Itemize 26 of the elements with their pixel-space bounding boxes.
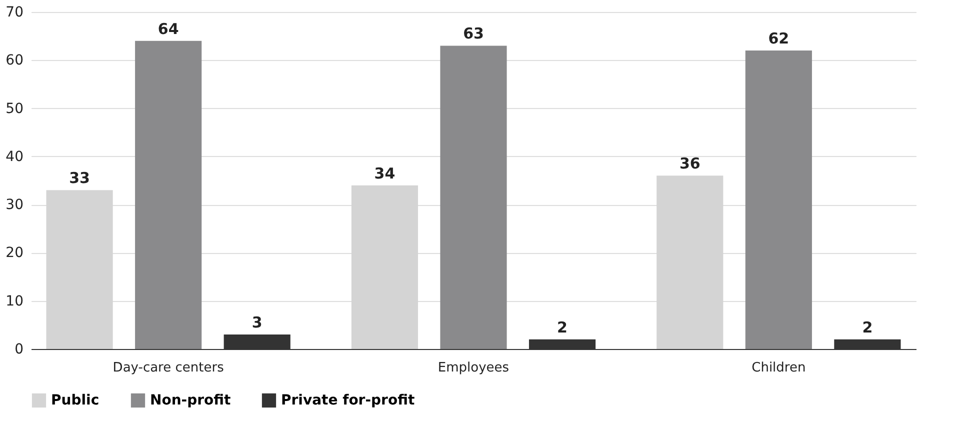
data-label: 62 — [768, 30, 790, 48]
y-tick-label: 10 — [6, 293, 24, 310]
legend-label: Non-profit — [150, 392, 232, 408]
x-tick-label: Employees — [438, 360, 510, 376]
data-label: 36 — [679, 154, 700, 173]
bar — [745, 50, 812, 349]
y-tick-label: 20 — [6, 245, 24, 262]
data-label: 2 — [557, 318, 568, 336]
y-tick-label: 40 — [6, 148, 24, 165]
data-label: 33 — [69, 169, 90, 188]
y-tick-label: 60 — [6, 52, 24, 69]
data-label: 34 — [374, 164, 396, 182]
x-tick-label: Children — [752, 360, 806, 376]
legend-label: Public — [51, 392, 100, 408]
data-label: 64 — [158, 20, 179, 38]
data-label: 2 — [862, 318, 873, 336]
y-tick-label: 0 — [14, 342, 24, 358]
bar — [135, 40, 202, 349]
data-label: 63 — [463, 24, 484, 43]
y-tick-label: 70 — [6, 4, 24, 20]
bar — [440, 46, 507, 349]
legend-label: Private for-profit — [281, 392, 415, 408]
x-tick-label: Day-care centers — [112, 360, 224, 376]
data-label: 3 — [252, 314, 262, 332]
y-tick-label: 30 — [6, 197, 24, 214]
y-tick-label: 50 — [6, 100, 24, 117]
